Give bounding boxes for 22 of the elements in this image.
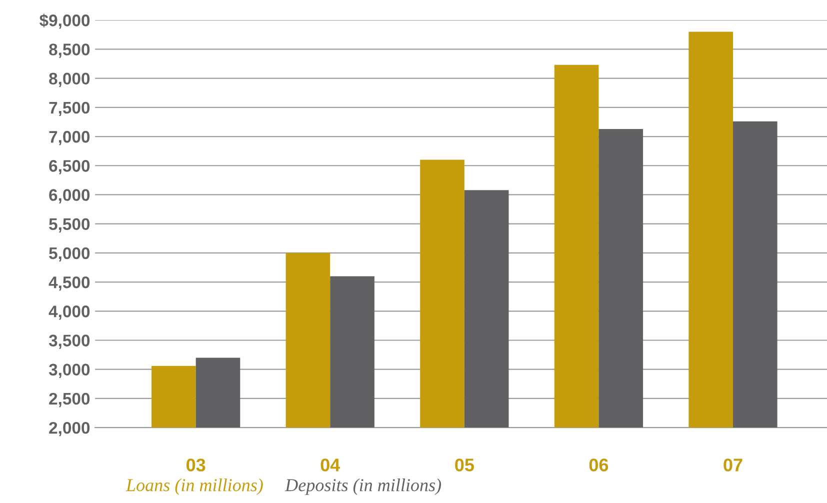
- x-tick-label: 07: [724, 458, 742, 472]
- series-label: Deposits (in millions): [284, 478, 442, 495]
- x-tick-label: 04: [320, 458, 340, 472]
- y-tick-label: 8,000: [49, 72, 90, 87]
- x-tick-label: 06: [589, 458, 608, 472]
- series-label: Loans (in millions): [126, 478, 263, 495]
- y-tick-label: 7,000: [49, 130, 90, 146]
- y-tick-label: 5,000: [49, 247, 90, 262]
- y-tick-label: $9,000: [39, 14, 90, 29]
- y-tick-label: 4,000: [48, 306, 90, 320]
- x-tick-label: 05: [455, 458, 474, 472]
- y-tick-label: 5,500: [49, 218, 90, 232]
- y-tick-label: 2,000: [49, 422, 90, 436]
- y-tick-label: 3,500: [48, 334, 90, 349]
- y-tick-label: 2,500: [49, 392, 90, 408]
- y-tick-label: 6,500: [49, 160, 90, 174]
- x-tick-label: 03: [186, 458, 206, 472]
- y-tick-label: 4,500: [48, 276, 90, 291]
- y-tick-label: 6,000: [49, 189, 90, 204]
- y-tick-label: 3,000: [48, 364, 90, 378]
- y-tick-label: 8,500: [49, 44, 90, 58]
- y-tick-label: 7,500: [49, 102, 90, 116]
